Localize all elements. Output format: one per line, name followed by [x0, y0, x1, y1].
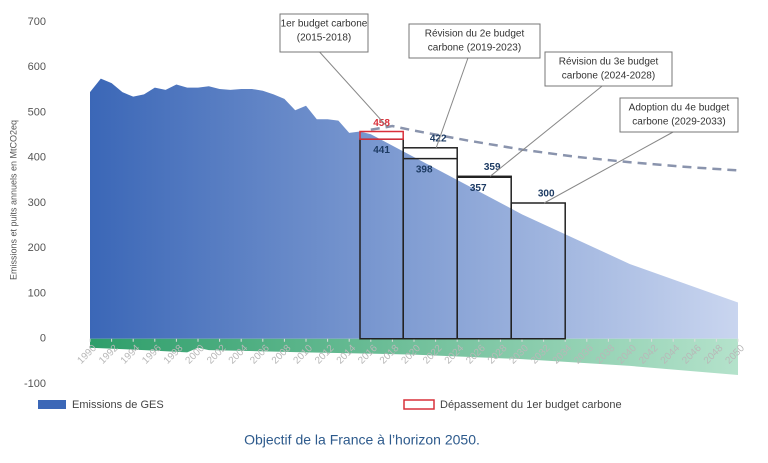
exceedance-box: [359, 130, 404, 140]
y-tick-label: 0: [40, 333, 46, 345]
callout-line: [435, 57, 469, 148]
y-tick-label: -100: [24, 378, 46, 390]
value-label: 300: [538, 189, 555, 200]
y-tick-label: 700: [28, 16, 46, 28]
y-tick-label: 100: [28, 287, 46, 299]
callout-line: [543, 131, 674, 204]
value-label: 422: [430, 133, 447, 144]
callout-text: Révision du 3e budget: [559, 57, 659, 68]
callout-text: carbone (2029-2033): [632, 117, 725, 128]
callout-line: [319, 51, 388, 128]
area: [90, 338, 738, 375]
value-label: 458: [373, 118, 390, 129]
value-label: 441: [373, 145, 390, 156]
legend-swatch: [403, 399, 435, 410]
callout-text: Adoption du 4e budget: [629, 103, 730, 114]
legend-label: Dépassement du 1er budget carbone: [440, 399, 622, 411]
y-tick-label: 500: [28, 106, 46, 118]
y-tick-label: 200: [28, 242, 46, 254]
legend-swatch: [38, 400, 66, 409]
y-tick-label: 600: [28, 61, 46, 73]
callout-text: carbone (2024-2028): [562, 71, 655, 82]
callout-box: [619, 97, 739, 133]
projection-line: [370, 124, 739, 172]
legend-label: Emissions de GES: [72, 399, 164, 411]
callout-text: Révision du 2e budget: [425, 29, 525, 40]
callout-box: [279, 13, 369, 53]
value-label: 357: [470, 183, 487, 194]
callout-line: [489, 85, 603, 177]
caption: Objectif de la France à l’horizon 2050.: [244, 432, 480, 448]
callout-box: [544, 51, 673, 87]
callout-text: (2015-2018): [297, 33, 351, 44]
value-label: 398: [416, 164, 433, 175]
callout-text: carbone (2019-2023): [428, 43, 521, 54]
value-label: 359: [484, 162, 501, 173]
budget-box: [510, 202, 566, 340]
y-tick-label: 300: [28, 197, 46, 209]
area: [90, 78, 738, 339]
callout-box: [408, 23, 541, 59]
y-tick-label: 400: [28, 152, 46, 164]
callout-text: 1er budget carbone: [281, 19, 368, 30]
y-axis-label: Emissions et puits annuels en MtCO2eq: [8, 120, 18, 280]
